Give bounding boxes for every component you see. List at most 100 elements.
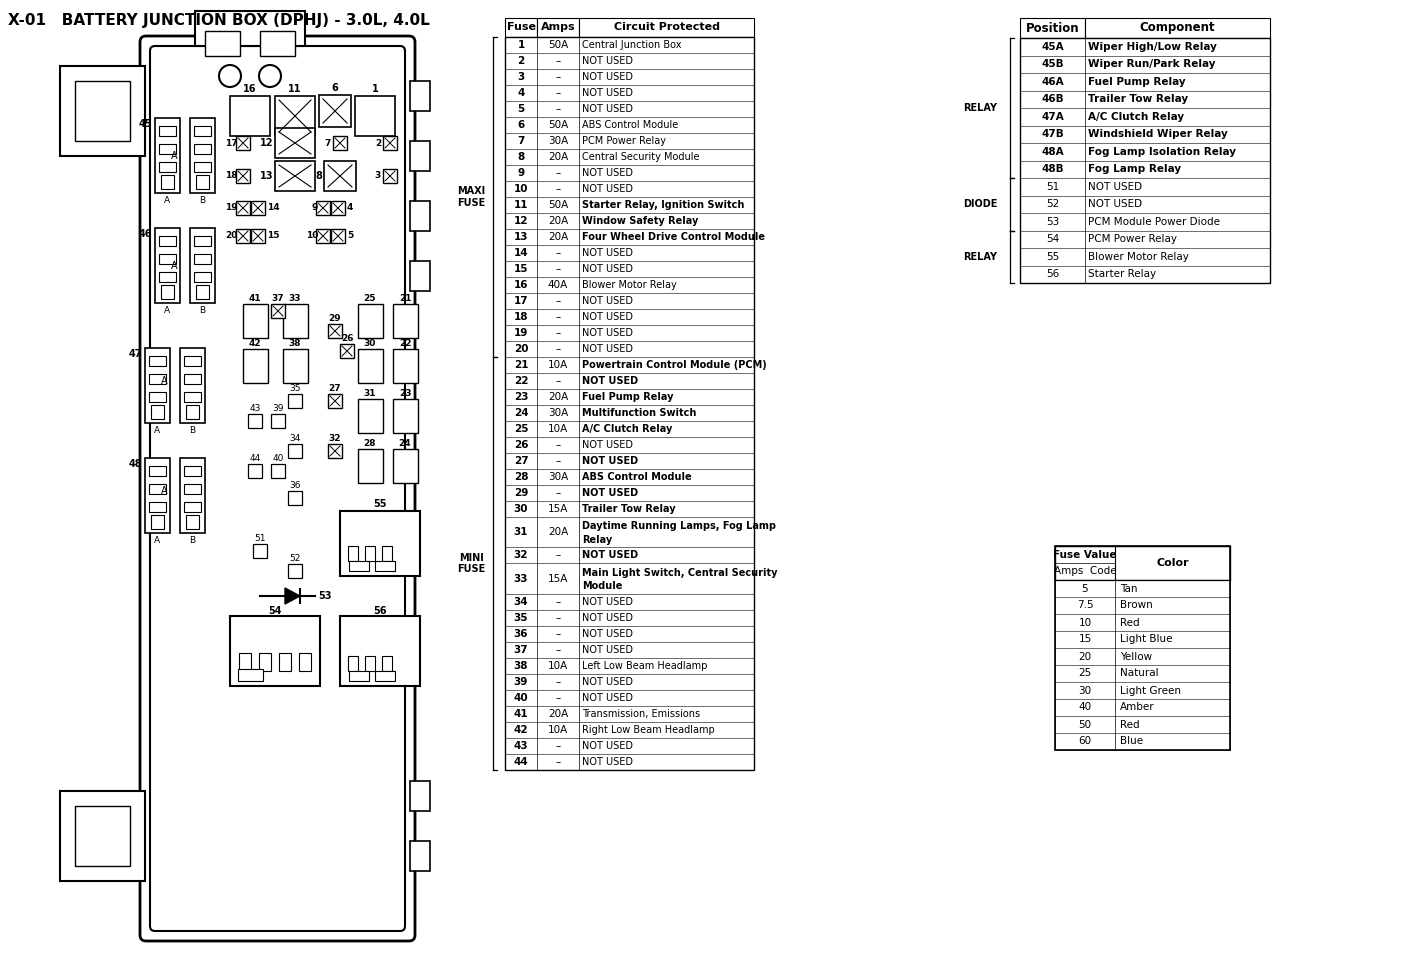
Bar [261, 31, 295, 56]
Bar [506, 373, 753, 389]
Bar [194, 272, 211, 282]
Bar [506, 389, 753, 405]
Text: 39: 39 [514, 676, 528, 687]
FancyBboxPatch shape [140, 36, 414, 941]
Bar [506, 245, 753, 261]
Bar [1055, 546, 1230, 580]
Text: 13: 13 [259, 171, 273, 181]
Text: Natural: Natural [1121, 669, 1159, 678]
Text: 16: 16 [244, 84, 256, 94]
Bar [357, 449, 383, 483]
Text: –: – [555, 264, 561, 274]
Bar [155, 118, 179, 193]
Text: 48A: 48A [1041, 146, 1064, 157]
Text: 6: 6 [332, 83, 339, 93]
Bar [1020, 108, 1270, 126]
Text: X-01   BATTERY JUNCTION BOX (DPHJ) - 3.0L, 4.0L: X-01 BATTERY JUNCTION BOX (DPHJ) - 3.0L,… [9, 13, 430, 28]
Bar [1020, 143, 1270, 160]
Text: 36: 36 [514, 629, 528, 639]
Text: 40: 40 [514, 693, 528, 703]
Bar [333, 136, 347, 150]
Bar [253, 544, 268, 558]
Text: 12: 12 [259, 138, 273, 148]
Bar [75, 806, 130, 866]
Text: MINI
FUSE: MINI FUSE [457, 552, 486, 574]
Text: 20: 20 [1078, 652, 1092, 662]
Bar [187, 405, 199, 419]
Text: MAXI
FUSE: MAXI FUSE [457, 186, 486, 208]
Text: Trailer Tow Relay: Trailer Tow Relay [1088, 95, 1188, 104]
Bar [347, 656, 357, 671]
Bar [150, 392, 167, 402]
Bar [325, 161, 356, 191]
Bar [288, 491, 302, 505]
Bar [205, 31, 241, 56]
Text: 12: 12 [514, 216, 528, 226]
Text: 8: 8 [517, 152, 524, 162]
Text: A: A [161, 376, 168, 386]
Text: –: – [555, 344, 561, 354]
Text: Starter Relay, Ignition Switch: Starter Relay, Ignition Switch [582, 200, 745, 210]
Bar [1055, 631, 1230, 648]
Text: 20A: 20A [548, 527, 568, 537]
Text: –: – [555, 693, 561, 703]
Text: 9: 9 [312, 204, 318, 213]
Text: A: A [171, 151, 178, 161]
Text: 47B: 47B [1041, 129, 1064, 140]
Bar [506, 133, 753, 149]
Bar [506, 642, 753, 658]
Bar [239, 653, 251, 671]
Text: 17: 17 [225, 139, 238, 147]
Bar [355, 96, 394, 136]
Text: Blue: Blue [1121, 737, 1143, 747]
Text: Fuse Value: Fuse Value [1054, 549, 1116, 559]
Bar [328, 394, 342, 408]
Text: NOT USED: NOT USED [582, 264, 634, 274]
Bar [299, 653, 310, 671]
Text: 19: 19 [225, 204, 238, 213]
Bar [347, 546, 357, 561]
Bar [506, 165, 753, 181]
Text: Amps: Amps [541, 22, 575, 32]
Bar [340, 616, 420, 686]
Text: B: B [189, 426, 195, 435]
Bar [288, 444, 302, 458]
Text: 31: 31 [363, 389, 376, 398]
Bar [506, 469, 753, 485]
Bar [60, 66, 145, 156]
Text: NOT USED: NOT USED [582, 168, 634, 178]
Bar [150, 374, 167, 384]
Text: NOT USED: NOT USED [582, 645, 634, 655]
Bar [340, 511, 420, 576]
Bar [506, 149, 753, 165]
Bar [238, 669, 263, 681]
Text: –: – [555, 756, 561, 767]
Bar [1020, 73, 1270, 91]
Text: Amber: Amber [1121, 703, 1155, 712]
Text: 5: 5 [1082, 584, 1088, 593]
Bar [159, 236, 177, 246]
Bar [506, 706, 753, 722]
Text: 1: 1 [517, 40, 524, 50]
Text: 50: 50 [1078, 719, 1092, 729]
Text: 19: 19 [514, 328, 528, 338]
Text: 9: 9 [517, 168, 524, 178]
Text: 55: 55 [1045, 252, 1059, 262]
Bar [410, 201, 430, 231]
Text: 23: 23 [514, 392, 528, 402]
Text: 20A: 20A [548, 152, 568, 162]
Bar [410, 261, 430, 291]
Bar [537, 18, 580, 37]
Bar [271, 464, 285, 478]
Text: NOT USED: NOT USED [1088, 199, 1142, 209]
Text: 11: 11 [288, 84, 302, 94]
Bar [1020, 160, 1270, 178]
Text: 32: 32 [514, 550, 528, 560]
Bar [271, 304, 285, 318]
Text: 50A: 50A [548, 120, 568, 130]
Bar [506, 593, 753, 610]
Bar [506, 53, 753, 69]
Text: 15: 15 [514, 264, 528, 274]
Bar [159, 126, 177, 136]
Text: –: – [555, 676, 561, 687]
